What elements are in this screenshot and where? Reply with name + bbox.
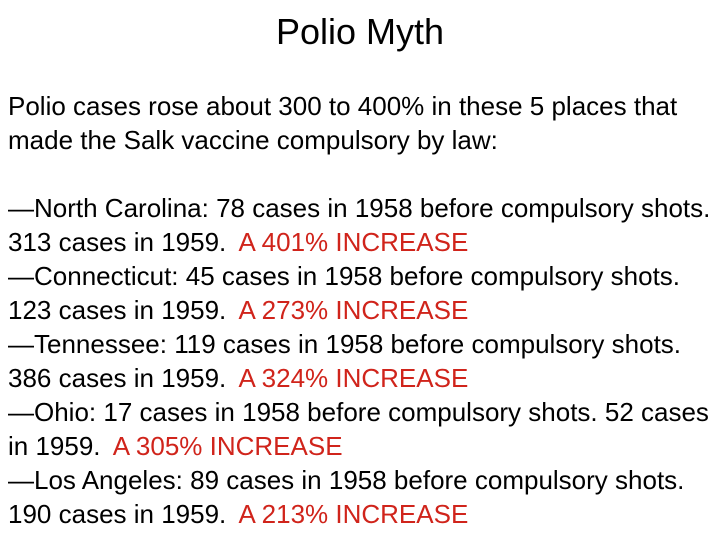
item: —Los Angeles: 89 cases in 1958 before co… xyxy=(8,463,712,531)
title: Polio Myth xyxy=(275,11,445,52)
intro: Polio cases rose about 300 to 400% in th… xyxy=(8,91,678,155)
item-text: —Ohio: 17 cases in 1958 before compulsor… xyxy=(8,397,709,461)
item-highlight: A 401% INCREASE xyxy=(238,227,469,257)
item: —Connecticut: 45 cases in 1958 before co… xyxy=(8,259,712,327)
body: Polio cases rose about 300 to 400% in th… xyxy=(8,89,712,531)
item: —Ohio: 17 cases in 1958 before compulsor… xyxy=(8,395,712,463)
item-text: —North Carolina: 78 cases in 1958 before… xyxy=(8,193,711,257)
item-text: —Tennessee: 119 cases in 1958 before com… xyxy=(8,329,682,393)
item-text: —Los Angeles: 89 cases in 1958 before co… xyxy=(8,465,685,529)
item: —North Carolina: 78 cases in 1958 before… xyxy=(8,191,712,259)
item-highlight: A 213% INCREASE xyxy=(238,499,469,529)
item-list: —North Carolina: 78 cases in 1958 before… xyxy=(8,191,712,531)
item: —Tennessee: 119 cases in 1958 before com… xyxy=(8,327,712,395)
item-highlight: A 273% INCREASE xyxy=(238,295,469,325)
item-text: —Connecticut: 45 cases in 1958 before co… xyxy=(8,261,681,325)
item-highlight: A 305% INCREASE xyxy=(112,431,343,461)
item-highlight: A 324% INCREASE xyxy=(238,363,469,393)
